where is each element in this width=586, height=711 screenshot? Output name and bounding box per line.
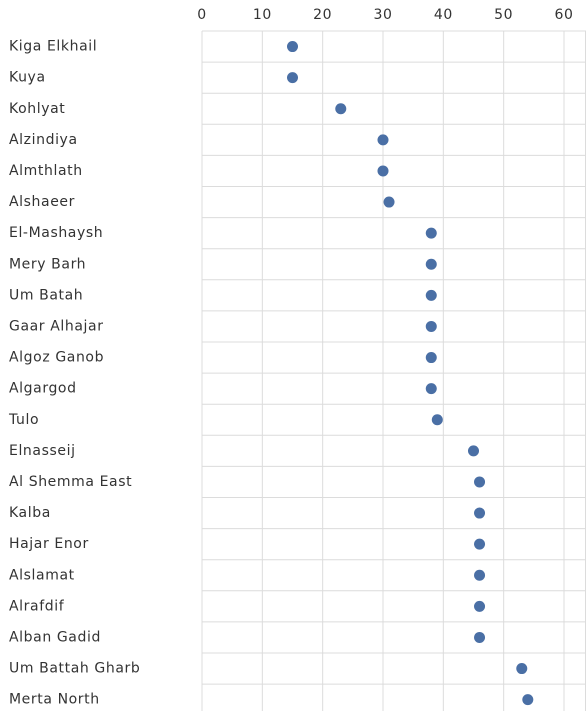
category-label: Kuya [9, 70, 46, 86]
dot [425, 227, 437, 239]
category-label: Algoz Ganob [9, 350, 104, 366]
x-tick-label: 60 [554, 7, 573, 23]
x-tick-label: 10 [253, 7, 272, 23]
category-label: Alrafdif [9, 598, 65, 614]
category-label: Alslamat [9, 567, 75, 583]
x-tick-label: 0 [197, 7, 207, 23]
category-label: Tulo [8, 412, 39, 428]
dot [522, 694, 534, 706]
dot [468, 445, 479, 457]
dot [474, 631, 486, 643]
category-label: Algargod [9, 381, 77, 397]
x-tick-label: 50 [494, 7, 513, 23]
category-label: Hajar Enor [9, 536, 89, 552]
dot [287, 41, 298, 53]
category-label: Almthlath [9, 163, 83, 179]
dot [474, 476, 486, 488]
dot [425, 383, 437, 395]
category-label: Um Battah Gharb [9, 661, 140, 677]
dot [425, 320, 437, 332]
category-label: Um Batah [9, 287, 83, 303]
dot [377, 134, 389, 146]
dot [335, 103, 347, 115]
x-tick-label: 30 [373, 7, 392, 23]
dot [383, 196, 395, 208]
dot [516, 663, 528, 675]
dot [425, 258, 437, 270]
category-label: Elnasseij [9, 443, 76, 459]
dot [431, 414, 443, 426]
category-label: Alzindiya [9, 132, 78, 148]
category-label: Al Shemma East [9, 474, 132, 490]
dot [287, 72, 298, 84]
category-label: Kalba [9, 505, 51, 521]
dot [474, 538, 486, 550]
category-label: El-Mashaysh [9, 225, 103, 241]
dot [425, 289, 437, 301]
dot [425, 352, 437, 364]
category-label: Kohlyat [9, 101, 65, 117]
category-label: Alban Gadid [9, 629, 101, 645]
dot [474, 600, 486, 612]
category-label: Gaar Alhajar [9, 318, 104, 334]
x-tick-label: 40 [434, 7, 453, 23]
category-label: Merta North [9, 692, 100, 708]
category-label: Kiga Elkhail [9, 39, 97, 55]
dot [377, 165, 389, 177]
dot [474, 569, 486, 581]
x-tick-label: 20 [313, 7, 332, 23]
category-label: Alshaeer [9, 194, 75, 210]
dot [474, 507, 486, 519]
category-label: Mery Barh [9, 256, 86, 272]
